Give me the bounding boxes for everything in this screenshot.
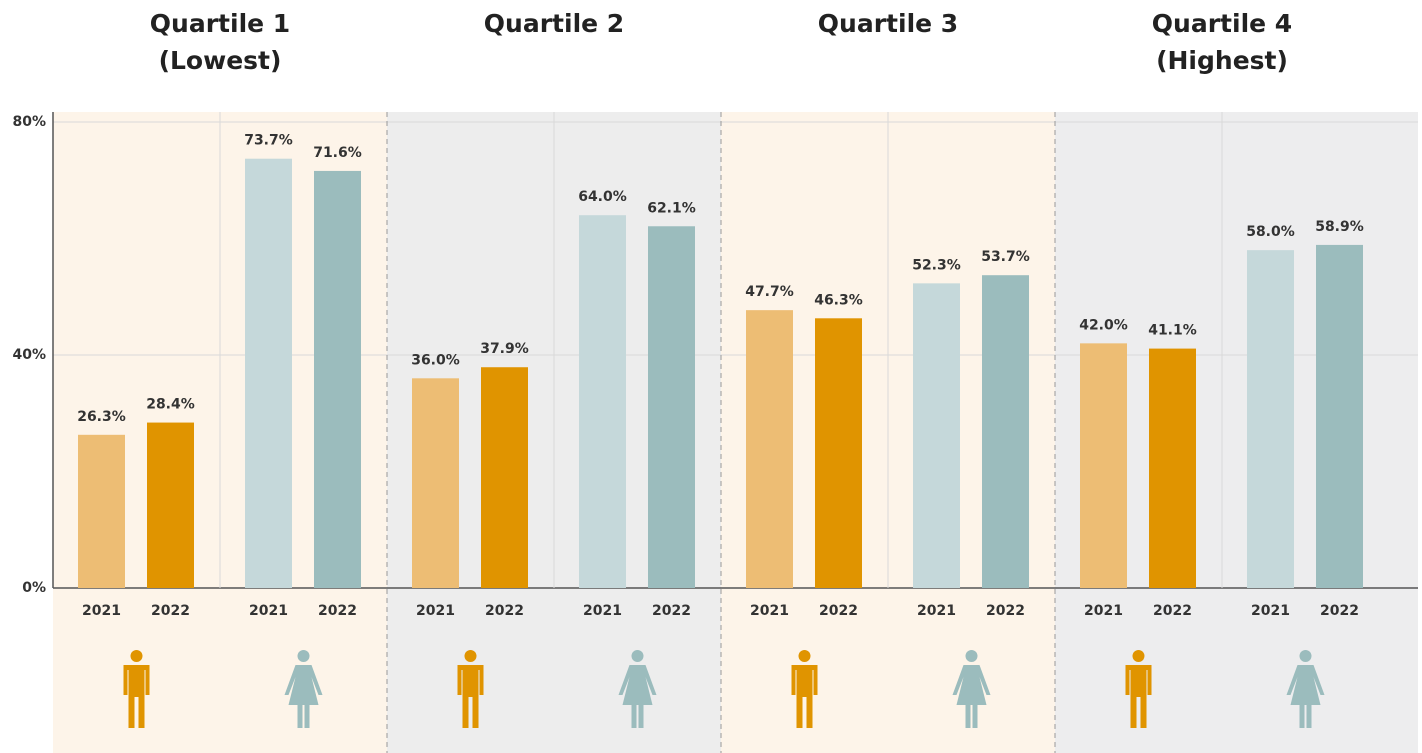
icon-head xyxy=(1299,650,1312,662)
value-label: 26.3% xyxy=(77,409,126,425)
x-tick-label: 2021 xyxy=(750,603,789,619)
quartile-title-line: (Highest) xyxy=(1156,46,1288,75)
man-icon xyxy=(1125,650,1152,728)
value-label: 37.9% xyxy=(480,341,529,357)
quartile-title: Quartile 1 (Lowest) xyxy=(150,9,290,75)
value-label: 71.6% xyxy=(313,145,362,161)
icon-head xyxy=(631,650,644,662)
woman-icon xyxy=(284,650,323,728)
value-label: 52.3% xyxy=(912,257,961,273)
man-icon xyxy=(123,650,150,728)
icon-body xyxy=(457,665,484,728)
x-tick-label: 2021 xyxy=(1084,603,1123,619)
bar xyxy=(1247,250,1294,588)
y-tick-label: 40% xyxy=(12,347,46,363)
quartile-title-line: Quartile 2 xyxy=(484,9,624,38)
bar xyxy=(982,275,1029,588)
icon-body xyxy=(284,665,323,728)
bar xyxy=(1080,343,1127,588)
bar xyxy=(412,378,459,588)
icon-head xyxy=(798,650,811,662)
quartile-title: Quartile 4 (Highest) xyxy=(1152,9,1292,75)
icon-body xyxy=(791,665,818,728)
bar xyxy=(481,367,528,588)
value-label: 58.9% xyxy=(1315,219,1364,235)
woman-icon xyxy=(952,650,991,728)
x-tick-label: 2021 xyxy=(249,603,288,619)
quartile-title-line: Quartile 1 xyxy=(150,9,290,38)
x-tick-label: 2022 xyxy=(318,603,357,619)
bar xyxy=(314,170,361,588)
value-label: 41.1% xyxy=(1148,323,1197,339)
y-tick-label: 0% xyxy=(22,580,46,596)
icon-head xyxy=(297,650,310,662)
woman-icon xyxy=(1286,650,1325,728)
x-tick-label: 2021 xyxy=(917,603,956,619)
x-tick-label: 2021 xyxy=(416,603,455,619)
bar xyxy=(1149,348,1196,588)
quartile-title-line: (Lowest) xyxy=(159,46,282,75)
icon-head xyxy=(464,650,477,662)
x-tick-label: 2022 xyxy=(1320,603,1359,619)
bar xyxy=(913,283,960,588)
icon-body xyxy=(952,665,991,728)
value-label: 62.1% xyxy=(647,200,696,216)
value-label: 64.0% xyxy=(578,189,627,205)
icon-head xyxy=(965,650,978,662)
value-label: 47.7% xyxy=(745,284,794,300)
icon-head xyxy=(130,650,143,662)
quartile-title-line: Quartile 4 xyxy=(1152,9,1292,38)
quartile-title-line: Quartile 3 xyxy=(818,9,958,38)
icon-head xyxy=(1132,650,1145,662)
bar xyxy=(245,158,292,588)
icon-body xyxy=(1125,665,1152,728)
icon-body xyxy=(1286,665,1325,728)
x-tick-label: 2022 xyxy=(151,603,190,619)
quartile-title: Quartile 2 xyxy=(484,9,624,38)
x-tick-label: 2022 xyxy=(819,603,858,619)
x-tick-label: 2021 xyxy=(583,603,622,619)
bar xyxy=(746,310,793,588)
bar xyxy=(147,422,194,588)
man-icon xyxy=(457,650,484,728)
bar xyxy=(78,434,125,588)
value-label: 28.4% xyxy=(146,397,195,413)
value-label: 42.0% xyxy=(1079,317,1128,333)
value-label: 53.7% xyxy=(981,249,1030,265)
value-label: 36.0% xyxy=(411,352,460,368)
x-tick-label: 2021 xyxy=(1251,603,1290,619)
bar xyxy=(579,215,626,588)
man-icon xyxy=(791,650,818,728)
bar xyxy=(648,226,695,588)
woman-icon xyxy=(618,650,657,728)
x-tick-label: 2021 xyxy=(82,603,121,619)
value-label: 46.3% xyxy=(814,292,863,308)
icon-body xyxy=(123,665,150,728)
bar xyxy=(815,318,862,588)
bar xyxy=(1316,244,1363,588)
icon-body xyxy=(618,665,657,728)
x-tick-label: 2022 xyxy=(1153,603,1192,619)
y-tick-label: 80% xyxy=(12,114,46,130)
x-tick-label: 2022 xyxy=(485,603,524,619)
x-tick-label: 2022 xyxy=(652,603,691,619)
value-label: 58.0% xyxy=(1246,224,1295,240)
x-tick-label: 2022 xyxy=(986,603,1025,619)
value-label: 73.7% xyxy=(244,133,293,149)
quartile-title: Quartile 3 xyxy=(818,9,958,38)
